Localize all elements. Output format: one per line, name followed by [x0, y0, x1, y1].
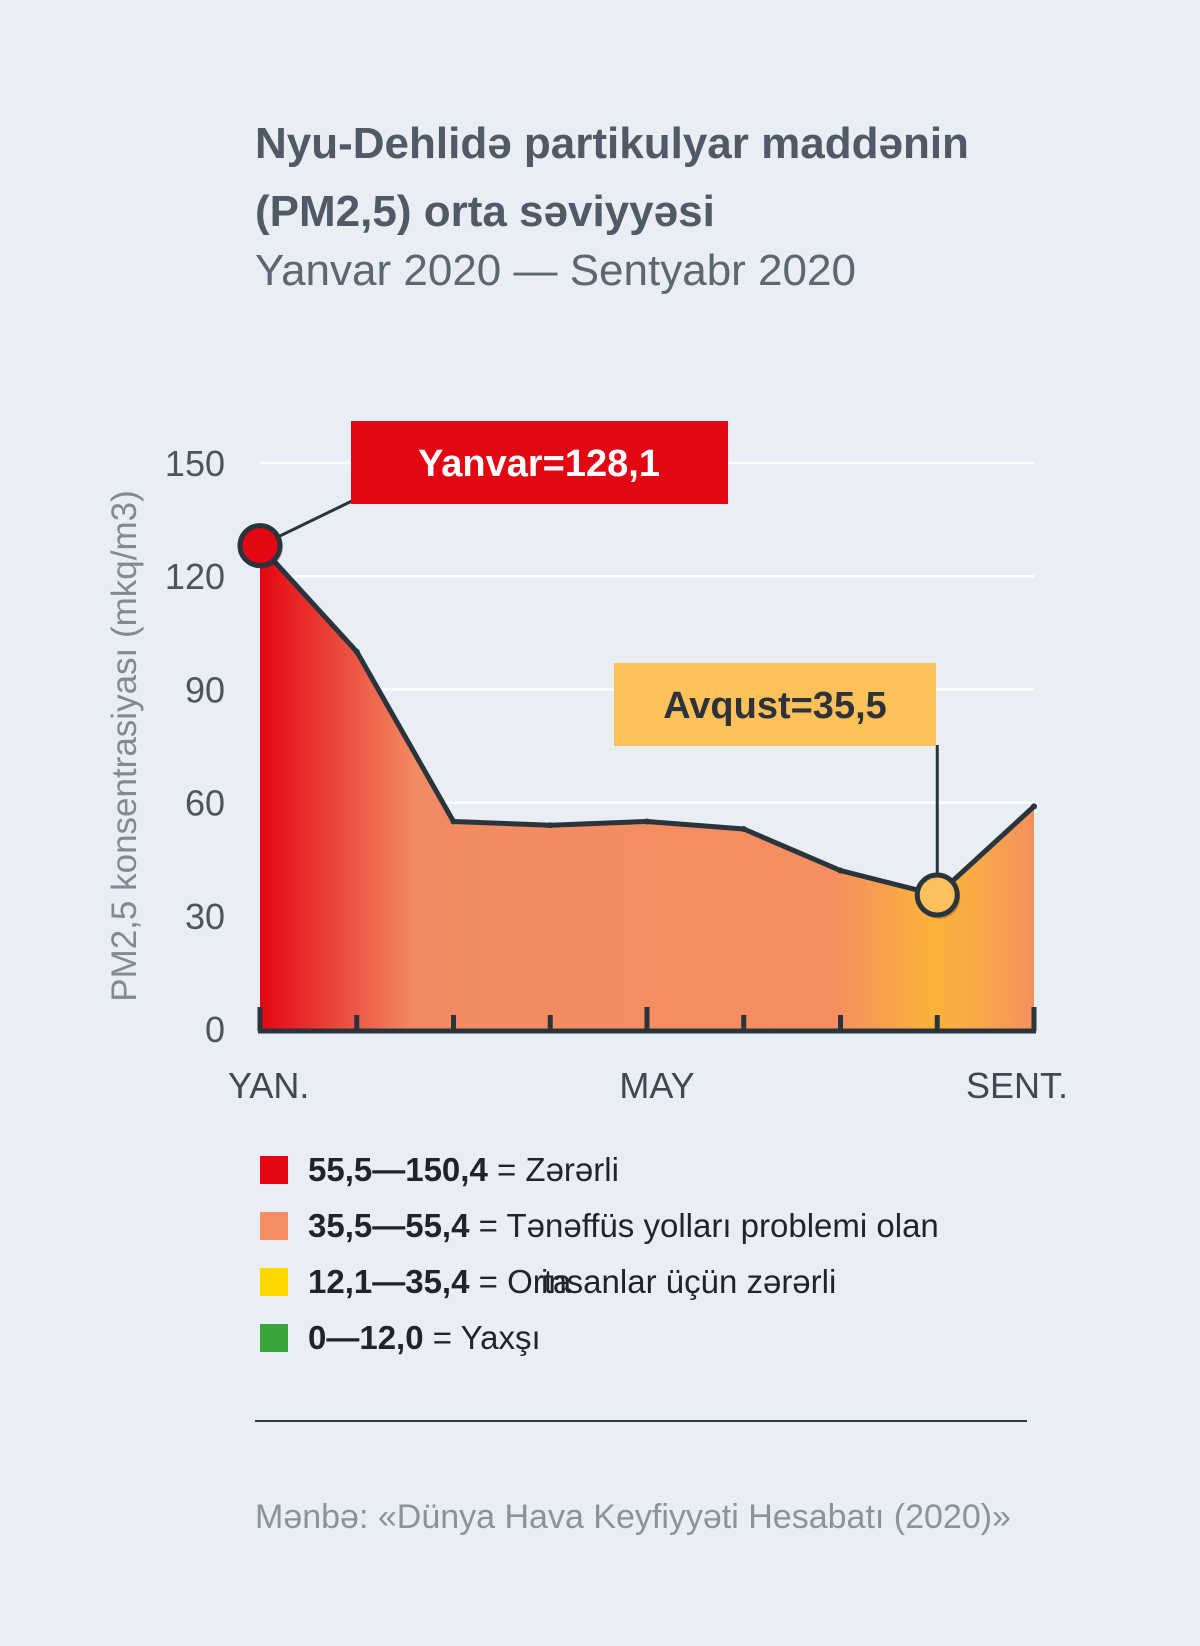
legend-swatch-green [260, 1324, 288, 1352]
series-line-segment [644, 818, 747, 832]
y-tick-label: 120 [165, 556, 225, 597]
data-point [353, 648, 360, 655]
area-fill [260, 545, 1034, 1029]
y-tick-label: 60 [185, 783, 225, 824]
callout-label-january: Yanvar=128,1 [418, 443, 660, 485]
callout-box-august [614, 663, 936, 746]
legend-swatch-orange [260, 1212, 288, 1240]
legend-range: 12,1—35,4 [308, 1263, 470, 1300]
legend-range: 35,5—55,4 [308, 1207, 470, 1244]
chart-title: Nyu-Dehlidə partikulyar maddənin (PM2,5)… [255, 119, 969, 236]
legend-item-sensitive: 35,5—55,4 = Tənəffüs yolları problemi ol… [258, 1198, 1028, 1300]
legend: 55,5—150,4 = Zərərli 35,5—55,4 = Tənəffü… [258, 1142, 1028, 1366]
y-tick-label: 30 [185, 896, 225, 937]
data-point [644, 818, 650, 825]
series-line-segment [741, 826, 843, 874]
legend-label-continued: insanlar üçün zərərli [541, 1263, 837, 1300]
series-line-segment [547, 818, 650, 828]
y-tick-label: 150 [165, 443, 225, 484]
y-tick-label: 90 [185, 669, 225, 710]
legend-item-moderate: 12,1—35,4 = Orta [258, 1254, 1028, 1310]
callout-box-january [351, 421, 728, 504]
series-line-segment [451, 818, 553, 828]
data-point [740, 826, 747, 833]
legend-item-harmful: 55,5—150,4 = Zərərli [258, 1142, 1028, 1198]
x-tick-label: YAN. [228, 1065, 309, 1106]
data-point [450, 818, 457, 825]
chart-subtitle: Yanvar 2020 — Sentyabr 2020 [255, 246, 856, 295]
highlight-point-august [914, 872, 960, 918]
legend-divider [255, 1420, 1027, 1422]
pm25-area-chart: 0 30 60 90 120 150 PM2,5 konsentrasiyası (mkq/… [105, 421, 1068, 1106]
legend-label: = Zərərli [496, 1151, 619, 1188]
data-point [837, 867, 844, 874]
legend-label: = Yaxşı [432, 1319, 541, 1356]
x-tick-label: SENT. [966, 1065, 1068, 1106]
y-tick-label: 0 [205, 1009, 225, 1050]
legend-label: = Orta [478, 1263, 572, 1300]
highlight-point-january [237, 523, 283, 569]
callout-label-august: Avqust=35,5 [663, 685, 887, 727]
x-tick-label: MAY [619, 1065, 694, 1106]
series-line-segment [257, 543, 360, 655]
legend-label: = Tənəffüs yolları problemi olan [478, 1207, 939, 1244]
source-note: Mənbə: «Dünya Hava Keyfiyyəti Hesabatı (… [255, 1498, 1011, 1536]
legend-swatch-yellow [260, 1268, 288, 1296]
data-point [1031, 803, 1037, 810]
legend-swatch-red [260, 1156, 288, 1184]
data-point [547, 822, 554, 829]
legend-range: 0—12,0 [308, 1319, 424, 1356]
y-axis-title: PM2,5 konsentrasiyası (mkq/m3) [105, 490, 144, 1002]
series-line-segment [354, 649, 456, 824]
legend-item-good: 0—12,0 = Yaxşı [258, 1310, 1028, 1366]
legend-range: 55,5—150,4 [308, 1151, 488, 1188]
